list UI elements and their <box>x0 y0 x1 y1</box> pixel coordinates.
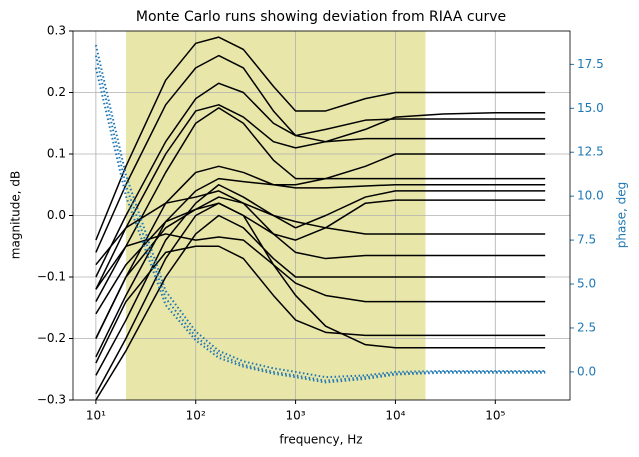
data-line <box>95 196 546 315</box>
y2-tick-label: 2.5 <box>577 320 596 334</box>
data-line <box>95 202 546 349</box>
y2-tick-label: 12.5 <box>577 145 604 159</box>
y-tick-label: 0.3 <box>47 24 66 38</box>
y2-tick-label: 0.0 <box>577 364 596 378</box>
data-line <box>95 245 546 364</box>
y2-tick-label: 5.0 <box>577 277 596 291</box>
x-tick-label: 10¹ <box>86 409 106 423</box>
y-tick-label: 0.2 <box>47 85 66 99</box>
y-axis-label: magnitude, dB <box>9 171 23 259</box>
y-tick-label: 0.0 <box>47 208 66 222</box>
data-line <box>95 82 546 278</box>
chart-title: Monte Carlo runs showing deviation from … <box>136 9 506 25</box>
data-line <box>95 107 546 302</box>
data-line <box>95 214 546 400</box>
x-tick-label: 10⁵ <box>485 409 505 423</box>
data-line <box>95 233 546 303</box>
data-line <box>95 177 546 358</box>
plot-frame <box>72 30 571 401</box>
data-line <box>95 184 546 376</box>
data-line <box>95 165 546 339</box>
x-tick-label: 10⁴ <box>385 409 405 423</box>
data-line <box>95 54 546 253</box>
y-tick-label: −0.1 <box>37 270 66 284</box>
x-tick-label: 10³ <box>286 409 306 423</box>
x-axis-label: frequency, Hz <box>279 433 362 447</box>
y2-axis-label: phase, deg <box>615 182 629 248</box>
data-line <box>94 44 546 379</box>
data-line <box>95 104 546 290</box>
data-line <box>94 55 546 382</box>
y-tick-label: −0.2 <box>37 331 66 345</box>
data-line <box>95 190 546 266</box>
y-tick-label: −0.3 <box>37 393 66 407</box>
x-tick-label: 10² <box>186 409 206 423</box>
data-line <box>95 36 546 241</box>
y2-tick-label: 17.5 <box>577 57 604 71</box>
y2-tick-label: 10.0 <box>577 189 604 203</box>
y2-tick-label: 15.0 <box>577 101 604 115</box>
y2-tick-label: 7.5 <box>577 233 596 247</box>
y-tick-label: 0.1 <box>47 147 66 161</box>
